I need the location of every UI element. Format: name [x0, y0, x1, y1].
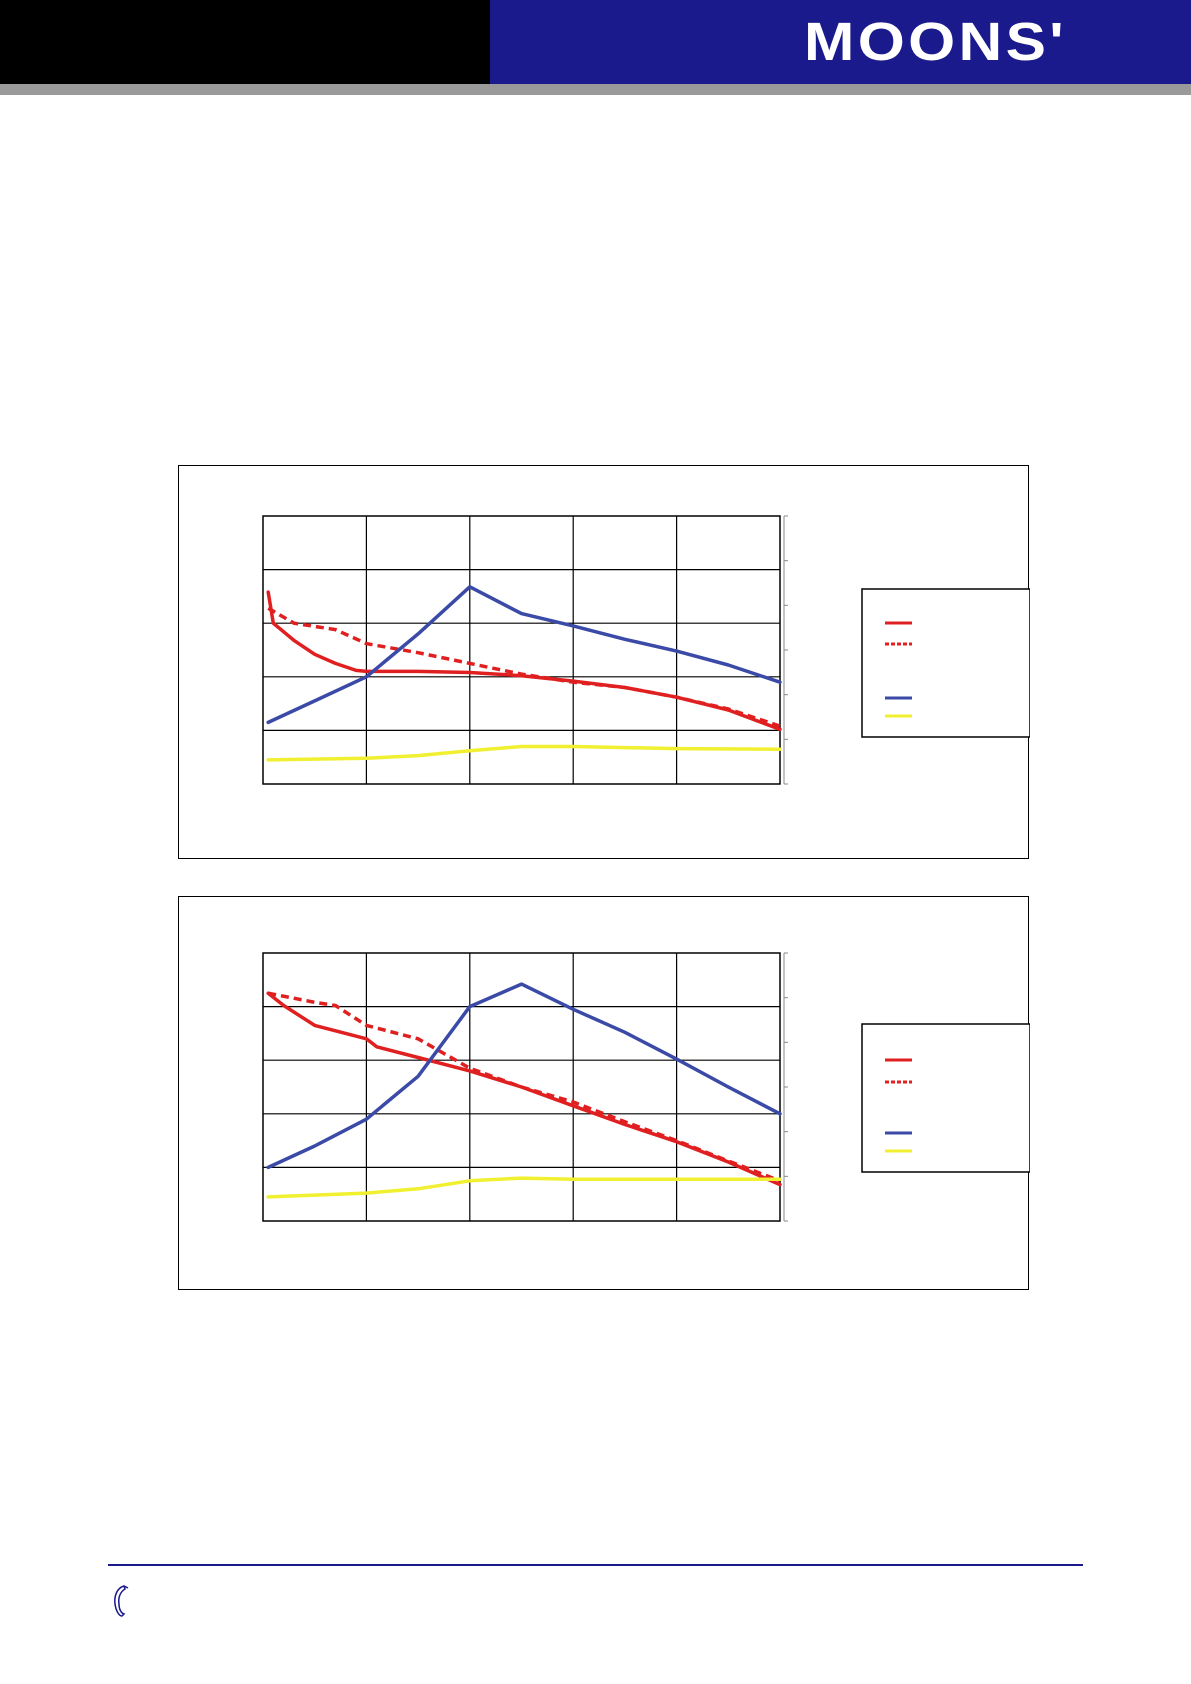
chart-panel-1: [178, 465, 1030, 859]
series-line-red-dashed: [267, 606, 781, 728]
plot-frame: [262, 515, 781, 785]
chart-1: [262, 515, 1030, 785]
legend-box: [861, 588, 1030, 738]
legend-box: [861, 1023, 1030, 1173]
series-line-yellow: [266, 744, 782, 762]
series-line-blue: [266, 585, 782, 725]
header-left-bar: [0, 0, 490, 84]
chart-2: [262, 952, 1030, 1222]
header-right-bar: [490, 0, 1191, 84]
series-line-red-solid: [266, 991, 782, 1187]
series-line-yellow: [266, 1176, 782, 1199]
plot-grid: [263, 953, 780, 1221]
plot-frame: [262, 952, 781, 1222]
series-line-blue: [266, 982, 782, 1170]
phone-icon: [114, 1585, 129, 1617]
series-line-red-dashed: [267, 991, 781, 1183]
header-rule: [0, 84, 1191, 95]
moons-logo: MOONS': [804, 12, 1068, 72]
chart-panel-2: [178, 896, 1030, 1290]
footer-rule: [108, 1564, 1083, 1566]
plot-grid: [263, 516, 780, 784]
